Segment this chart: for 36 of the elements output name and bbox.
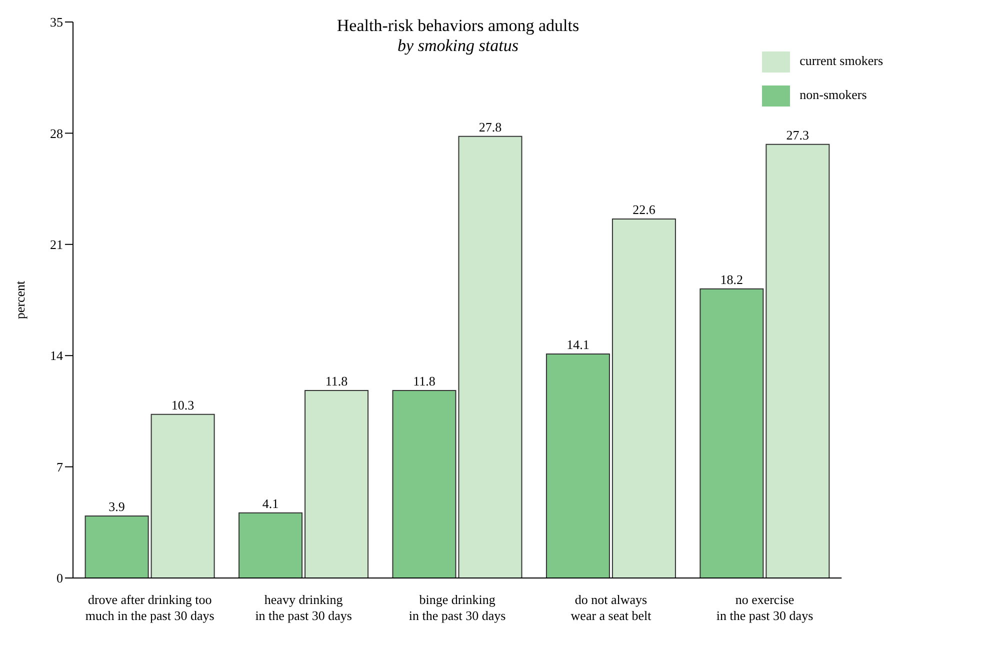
x-tick-label: drove after drinking too much in the past 30 days — [85, 592, 214, 623]
y-tick-label: 35 — [50, 14, 63, 30]
bar — [84, 516, 149, 578]
y-tick-label: 14 — [50, 348, 64, 364]
y-tick-label: 0 — [56, 570, 63, 586]
bar — [392, 390, 456, 578]
x-tick-label: binge drinking in the past 30 days — [408, 592, 506, 623]
bar — [766, 144, 830, 578]
data-label: 11.8 — [413, 374, 436, 389]
bar — [238, 512, 303, 578]
data-label: 18.2 — [720, 272, 744, 287]
data-label: 27.8 — [478, 119, 502, 134]
y-tick-label: 21 — [50, 237, 63, 252]
bar — [458, 136, 522, 578]
x-tick-label: heavy drinking in the past 30 days — [255, 592, 352, 623]
bar — [546, 354, 610, 578]
y-axis-title: percent — [12, 280, 28, 320]
bar — [700, 288, 764, 578]
x-tick-label: no exercise in the past 30 days — [716, 592, 814, 623]
legend-label: current smokers — [800, 53, 883, 68]
y-tick-label: 7 — [56, 459, 64, 474]
data-label: 3.9 — [108, 499, 125, 514]
data-label: 10.3 — [171, 397, 194, 412]
x-tick-label: do not always wear a seat belt — [570, 592, 652, 623]
bar — [304, 390, 369, 578]
data-label: 11.8 — [325, 374, 348, 389]
data-label: 22.6 — [632, 202, 656, 217]
data-label: 27.3 — [786, 127, 810, 142]
bar — [150, 414, 215, 578]
y-tick-label: 28 — [50, 126, 63, 141]
text: by smoking status — [396, 36, 520, 56]
bar — [612, 218, 676, 578]
legend-label: non-smokers — [800, 87, 867, 102]
data-label: 4.1 — [262, 496, 279, 511]
chart-title: Health-risk behaviors among adults — [336, 16, 580, 36]
data-label: 14.1 — [566, 337, 590, 352]
